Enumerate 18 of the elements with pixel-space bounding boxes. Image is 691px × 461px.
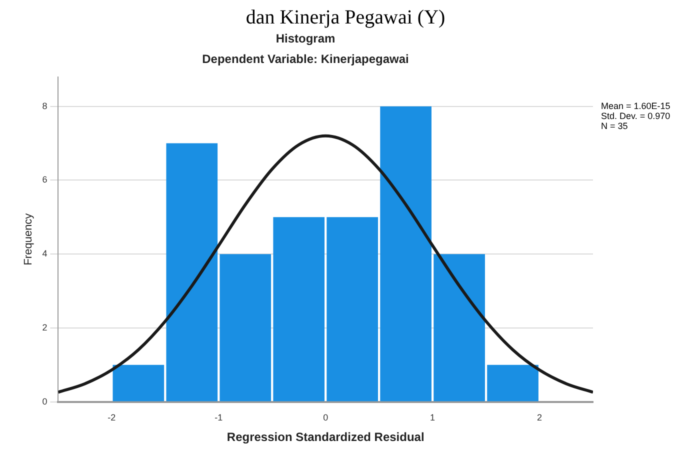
x-tick-label: 0 [323,412,328,423]
y-tick-label: 0 [42,396,48,406]
y-axis-title: Frequency [22,212,35,266]
x-tick-label: -1 [214,412,223,423]
x-tick-label: 2 [537,412,542,423]
chart-title: Histogram [276,32,336,46]
text: Mean = 1.60E-15 [601,100,670,111]
text: N = 35 [601,120,628,131]
y-tick-label: 6 [42,174,48,185]
x-tick-label: 1 [430,412,436,423]
x-tick-label: -2 [108,412,116,423]
text: Std. Dev. = 0.970 [601,110,670,121]
x-axis-title: Regression Standardized Residual [226,430,424,444]
y-tick-label: 8 [42,100,48,111]
y-tick-label: 4 [42,248,48,259]
text: dan Kinerja Pegawai (Y) [246,6,446,28]
y-tick-label: 2 [42,322,48,332]
chart-subtitle: Dependent Variable: Kinerjapegawai [202,52,409,66]
